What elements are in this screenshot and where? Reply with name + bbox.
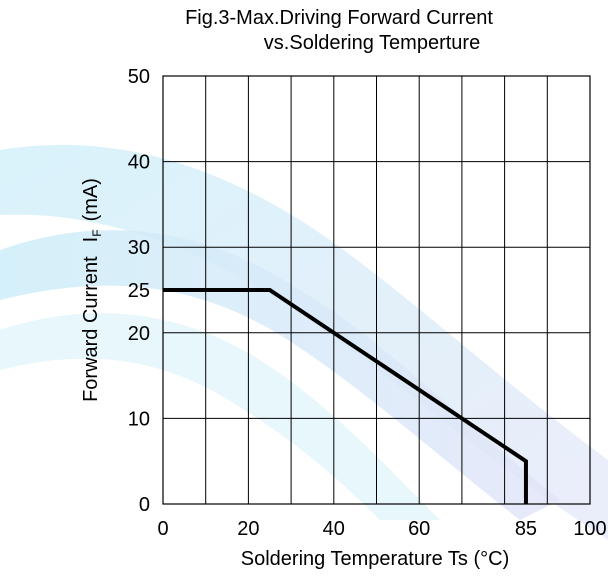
x-tick-label: 100 <box>573 518 606 540</box>
y-tick-label: 30 <box>128 237 150 259</box>
chart-subtitle: vs.Soldering Temperture <box>264 32 480 54</box>
y-tick-label: 10 <box>128 408 150 430</box>
y-axis-label-unit: (mA) <box>80 178 102 221</box>
y-axis-label: Forward Current IF (mA) <box>80 178 104 402</box>
x-tick-label: 20 <box>237 518 259 540</box>
x-tick-label: 40 <box>323 518 345 540</box>
x-tick-label: 85 <box>515 518 537 540</box>
y-axis-label-symbol: I <box>80 237 102 243</box>
y-tick-label: 20 <box>128 323 150 345</box>
y-tick-label: 50 <box>128 66 150 88</box>
chart-title: Fig.3-Max.Driving Forward Current <box>185 7 493 29</box>
y-tick-label: 40 <box>128 152 150 174</box>
tick-labels: 0 20 40 60 85 100 0 10 20 25 30 40 50 <box>128 66 607 540</box>
x-axis-label: Soldering Temperature Ts (°C) <box>241 548 510 570</box>
series-line <box>163 288 528 504</box>
x-tick-label: 60 <box>408 518 430 540</box>
y-tick-label: 25 <box>128 280 150 302</box>
series-layer <box>163 288 528 504</box>
y-axis-label-subscript: F <box>90 229 104 236</box>
background-waves <box>0 144 608 540</box>
y-axis-label-prefix: Forward Current <box>80 256 102 402</box>
y-tick-label: 0 <box>139 494 150 516</box>
x-tick-label: 0 <box>157 518 168 540</box>
